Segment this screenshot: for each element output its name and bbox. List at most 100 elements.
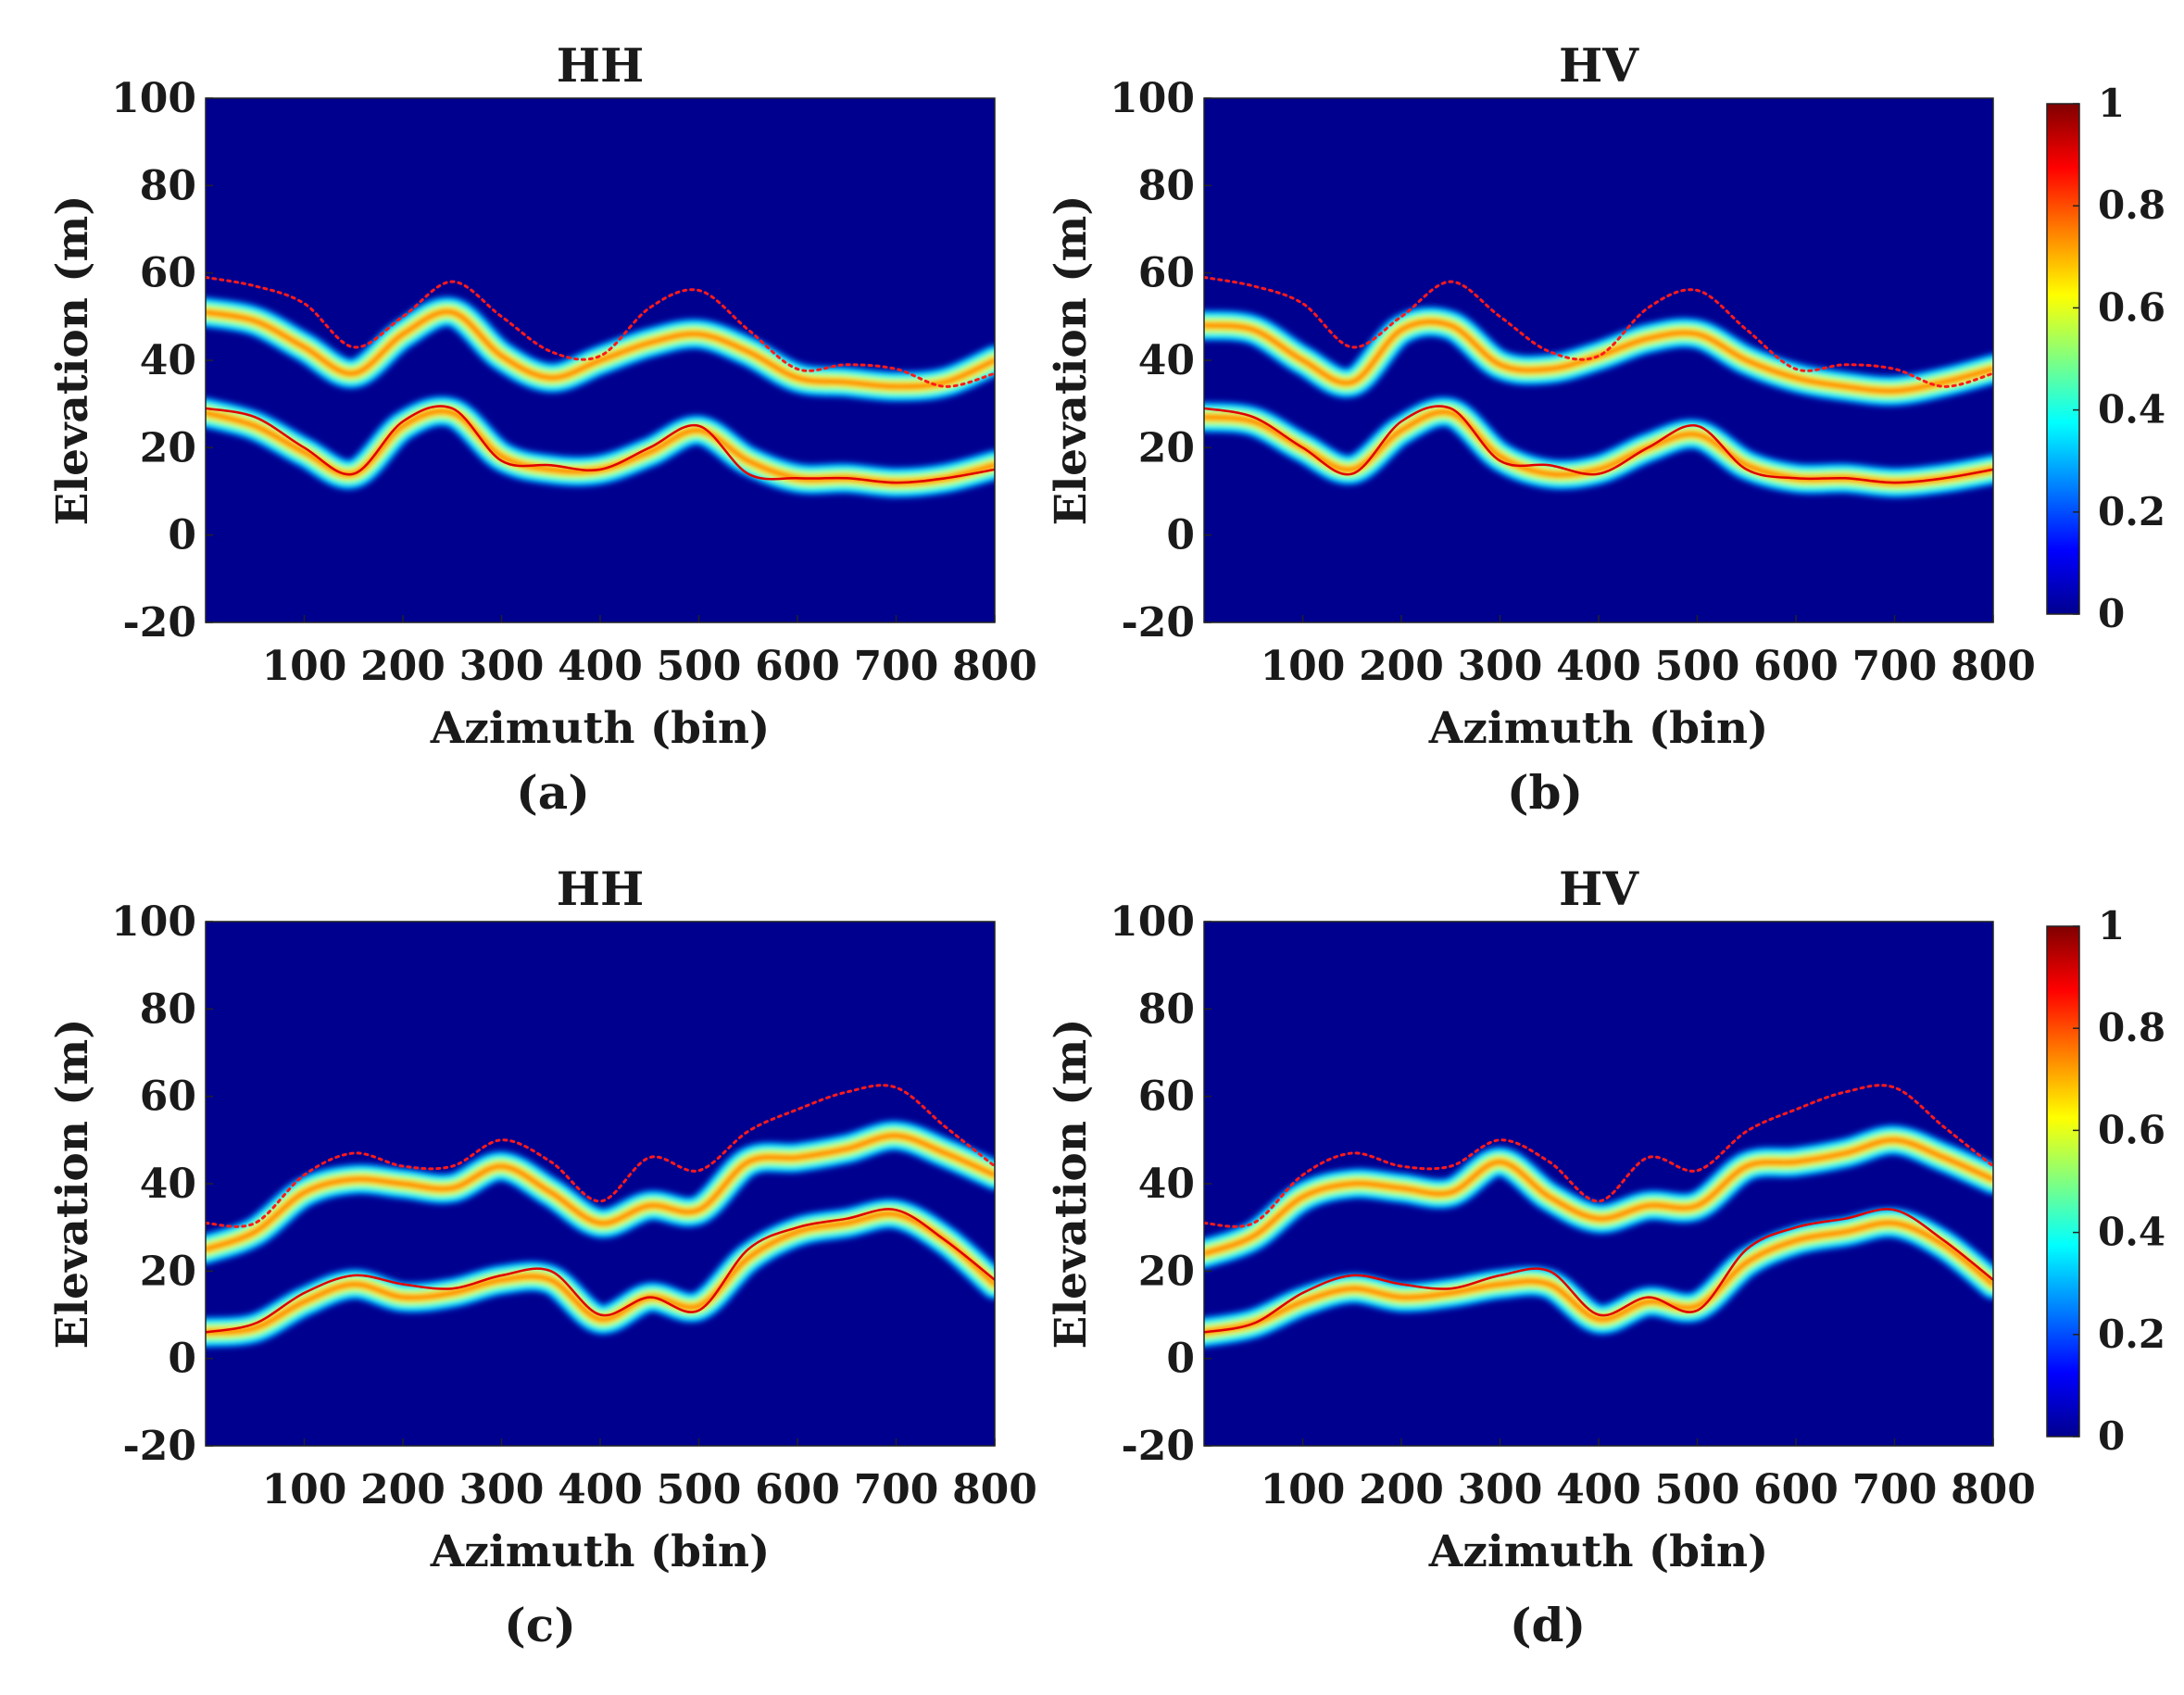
- colorbar-tick-label: 0.4: [2098, 387, 2165, 433]
- x-tick-label: 500: [1655, 1466, 1740, 1513]
- panel-title: HV: [1559, 38, 1639, 93]
- y-tick-label: 0: [1166, 512, 1195, 559]
- y-tick-label: 20: [1138, 424, 1195, 471]
- ground-band: [1204, 1207, 1993, 1349]
- canopy-band: [1204, 1124, 1993, 1270]
- colorbar-gradient: [2046, 925, 2080, 1438]
- red-dotted-line: [1204, 1084, 1993, 1228]
- colorbar-tick-label: 0.8: [2098, 1005, 2165, 1050]
- x-tick-label: 400: [558, 643, 643, 690]
- colorbar-tick-label: 0.6: [2098, 284, 2165, 330]
- x-tick-label: 300: [1458, 1466, 1543, 1513]
- x-tick-label: 600: [755, 643, 840, 690]
- canopy-band: [1204, 306, 1993, 408]
- x-tick-label: 400: [1556, 1466, 1641, 1513]
- canopy-band-layer: [1204, 1138, 1993, 1255]
- y-tick-label: 80: [140, 162, 196, 209]
- y-tick-label: 100: [1110, 75, 1195, 122]
- panel-label: (d): [1510, 1598, 1586, 1652]
- canopy-band: [206, 295, 995, 403]
- red-solid-line: [1204, 1208, 1993, 1334]
- red-solid-line: [206, 405, 995, 484]
- y-tick-label: 0: [168, 1336, 196, 1383]
- y-tick-label: 40: [1138, 1161, 1195, 1208]
- y-axis-label: Elevation (m): [1046, 1019, 1097, 1350]
- x-tick-label: 500: [657, 643, 742, 690]
- plot-area: [206, 275, 995, 499]
- y-tick-label: 60: [140, 250, 196, 297]
- panel-title: HV: [1559, 861, 1639, 916]
- y-tick-label: 80: [1138, 986, 1195, 1033]
- x-tick-label: 400: [1556, 643, 1641, 690]
- x-axis-label: Azimuth (bin): [430, 1526, 771, 1577]
- colorbar-gradient: [2046, 103, 2080, 615]
- panel-title: HH: [557, 861, 644, 916]
- canopy-band: [206, 1120, 995, 1265]
- red-dotted-line: [206, 1084, 995, 1228]
- colorbar-tick-label: 0: [2098, 1413, 2125, 1459]
- ground-band-layer: [206, 1212, 995, 1334]
- plot-area: [1204, 275, 1993, 499]
- x-tick-label: 100: [262, 1466, 347, 1513]
- y-tick-label: -20: [123, 599, 197, 647]
- y-tick-label: 40: [140, 337, 196, 384]
- x-tick-label: 200: [360, 1466, 446, 1513]
- x-tick-label: 800: [952, 643, 1037, 690]
- colorbar-tick-label: 0.2: [2098, 489, 2165, 534]
- x-tick-label: 300: [459, 1466, 545, 1513]
- y-axis-label: Elevation (m): [47, 1019, 98, 1350]
- plot-area: [1204, 1084, 1993, 1349]
- y-tick-label: 20: [140, 1248, 196, 1295]
- colorbar: 0 0.2 0.4 0.6 0.8 1: [2046, 81, 2165, 636]
- colorbar-tick-label: 0: [2098, 591, 2125, 636]
- x-tick-label: 500: [657, 1466, 742, 1513]
- y-axis-label: Elevation (m): [47, 195, 98, 526]
- x-tick-label: 100: [262, 643, 347, 690]
- y-tick-label: 60: [1138, 1074, 1195, 1121]
- y-tick-label: 100: [111, 75, 196, 122]
- x-axis-label: Azimuth (bin): [1428, 1526, 1769, 1577]
- x-tick-label: 800: [1951, 1466, 2036, 1513]
- x-tick-label: 300: [1458, 643, 1543, 690]
- canopy-band-layer: [1204, 320, 1993, 393]
- y-tick-label: 80: [1138, 162, 1195, 209]
- ground-band: [206, 1198, 995, 1349]
- x-tick-label: 200: [360, 643, 446, 690]
- colorbar: 0 0.2 0.4 0.6 0.8 1: [2046, 903, 2165, 1459]
- y-tick-label: 20: [1138, 1248, 1195, 1295]
- x-tick-label: 700: [854, 1466, 939, 1513]
- y-tick-label: 100: [1110, 898, 1195, 946]
- y-tick-label: 0: [1166, 1336, 1195, 1383]
- x-tick-label: 100: [1261, 643, 1346, 690]
- colorbar-tick-label: 1: [2098, 903, 2125, 948]
- red-solid-line: [1204, 405, 1993, 484]
- x-tick-label: 700: [1852, 1466, 1938, 1513]
- x-tick-label: 400: [558, 1466, 643, 1513]
- canopy-band-layer: [206, 1134, 995, 1251]
- red-dotted-line: [206, 275, 995, 388]
- y-tick-label: -20: [1122, 599, 1196, 647]
- colorbar-tick-label: 0.6: [2098, 1107, 2165, 1152]
- y-tick-label: 20: [140, 424, 196, 471]
- x-tick-label: 200: [1359, 643, 1444, 690]
- y-tick-label: 60: [140, 1074, 196, 1121]
- colorbar-tick-label: 0.2: [2098, 1312, 2165, 1357]
- y-tick-label: 100: [111, 898, 196, 946]
- x-tick-label: 300: [459, 643, 545, 690]
- colorbar-tick-label: 1: [2098, 81, 2125, 126]
- x-tick-label: 600: [755, 1466, 840, 1513]
- x-tick-label: 700: [854, 643, 939, 690]
- x-tick-label: 600: [1753, 643, 1839, 690]
- x-tick-label: 100: [1261, 1466, 1346, 1513]
- y-tick-label: 40: [140, 1161, 196, 1208]
- y-tick-label: 80: [140, 986, 196, 1033]
- panel-title: HH: [557, 38, 644, 93]
- plot-area: [206, 1084, 995, 1349]
- y-axis-label: Elevation (m): [1046, 195, 1097, 526]
- y-tick-label: 60: [1138, 250, 1195, 297]
- x-tick-label: 500: [1655, 643, 1740, 690]
